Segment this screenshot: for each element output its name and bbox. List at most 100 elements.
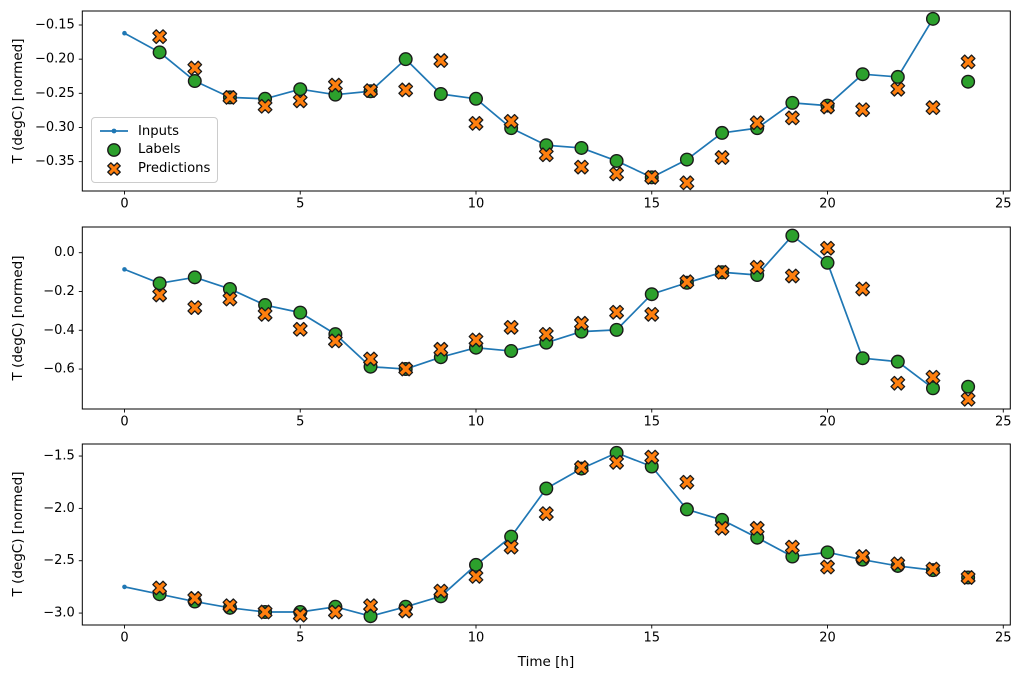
predictions-marker (152, 29, 168, 45)
predictions-marker (503, 319, 519, 335)
legend-item-labels: Labels (99, 142, 211, 158)
labels-marker (961, 74, 976, 89)
labels-circle-icon (99, 142, 129, 158)
labels-marker (820, 255, 835, 270)
x-tick-label: 5 (296, 630, 304, 645)
y-tick-label: −2.5 (43, 553, 75, 568)
predictions-marker (503, 539, 519, 555)
x-tick-label: 20 (819, 630, 836, 645)
predictions-marker (714, 520, 730, 536)
predictions-marker (187, 60, 203, 76)
predictions-marker (363, 598, 378, 614)
predictions-marker (327, 604, 343, 620)
predictions-marker (187, 590, 203, 606)
axes-frame (81, 226, 1011, 410)
predictions-marker (925, 369, 941, 385)
predictions-marker (187, 300, 203, 316)
x-tick-label: 10 (468, 414, 485, 429)
predictions-x-icon (99, 161, 129, 177)
labels-marker (609, 322, 624, 337)
labels-marker (890, 69, 905, 84)
predictions-marker (363, 351, 378, 367)
predictions-marker (433, 583, 449, 599)
inputs-point (122, 267, 127, 272)
y-tick-label: −0.20 (35, 52, 75, 67)
inputs-line-icon (99, 123, 129, 139)
predictions-marker (257, 306, 273, 322)
y-tick-label: −0.2 (43, 284, 75, 299)
predictions-marker (433, 341, 449, 357)
labels-marker (433, 86, 448, 101)
labels-marker (293, 82, 308, 97)
labels-marker (187, 270, 202, 285)
y-axis-label-middle: T (degC) [normed] (10, 255, 26, 381)
x-tick-label: 25 (995, 414, 1012, 429)
predictions-marker (925, 561, 941, 577)
legend-label-labels: Labels (138, 142, 181, 158)
labels-marker (715, 125, 730, 140)
labels-marker (468, 557, 483, 572)
y-tick-label: −0.15 (35, 18, 75, 33)
predictions-marker (222, 291, 238, 307)
y-axis-label-bottom: T (degC) [normed] (10, 471, 26, 597)
labels-marker (574, 140, 589, 155)
predictions-marker (960, 54, 976, 70)
predictions-marker (855, 102, 871, 118)
labels-marker (679, 152, 694, 167)
axes-frame (81, 443, 1011, 626)
x-tick-label: 20 (819, 196, 836, 211)
x-tick-label: 0 (120, 414, 128, 429)
y-axis-label-top: T (degC) [normed] (10, 38, 26, 164)
predictions-marker (292, 607, 308, 623)
predictions-marker (292, 321, 308, 337)
predictions-marker (820, 99, 835, 115)
predictions-marker (679, 274, 695, 290)
predictions-marker (468, 568, 484, 584)
labels-marker (644, 287, 659, 302)
y-tick-label: −3.0 (43, 606, 75, 621)
predictions-marker (644, 449, 660, 465)
x-tick-label: 25 (995, 630, 1012, 645)
predictions-marker (257, 98, 273, 114)
predictions-marker (574, 460, 589, 475)
predictions-marker (714, 264, 730, 280)
predictions-marker (679, 175, 695, 191)
labels-marker (609, 153, 624, 168)
x-tick-label: 5 (296, 196, 304, 211)
predictions-marker (644, 169, 660, 185)
predictions-marker (222, 89, 238, 105)
predictions-marker (890, 81, 906, 97)
predictions-marker (538, 326, 554, 342)
predictions-marker (398, 361, 414, 377)
y-tick-label: −0.4 (43, 323, 75, 338)
y-tick-label: −0.35 (35, 154, 75, 169)
predictions-marker (890, 375, 906, 391)
predictions-marker (538, 147, 554, 163)
predictions-marker (855, 281, 871, 297)
legend-label-inputs: Inputs (138, 123, 180, 139)
predictions-marker (398, 82, 414, 98)
predictions-marker (749, 259, 765, 275)
predictions-marker (574, 159, 589, 175)
predictions-marker (398, 603, 414, 619)
labels-marker (925, 11, 940, 26)
labels-marker (890, 354, 905, 369)
predictions-marker (784, 539, 800, 555)
labels-marker (504, 344, 519, 359)
predictions-marker (222, 598, 238, 614)
predictions-marker (855, 549, 871, 564)
predictions-marker (714, 150, 730, 165)
predictions-marker (609, 304, 625, 320)
labels-marker (855, 351, 870, 366)
labels-marker (187, 74, 202, 89)
predictions-marker (538, 506, 554, 522)
predictions-marker (574, 315, 589, 331)
axes-frame (81, 10, 1011, 192)
x-tick-label: 5 (296, 414, 304, 429)
predictions-marker (152, 287, 168, 303)
predictions-marker (327, 333, 343, 349)
x-tick-label: 0 (120, 196, 128, 211)
labels-marker (468, 91, 483, 106)
x-tick-label: 0 (120, 630, 128, 645)
